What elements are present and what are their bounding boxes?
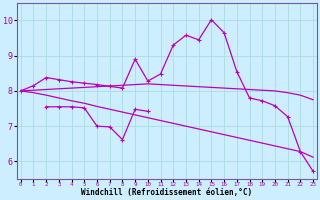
X-axis label: Windchill (Refroidissement éolien,°C): Windchill (Refroidissement éolien,°C) (81, 188, 252, 197)
